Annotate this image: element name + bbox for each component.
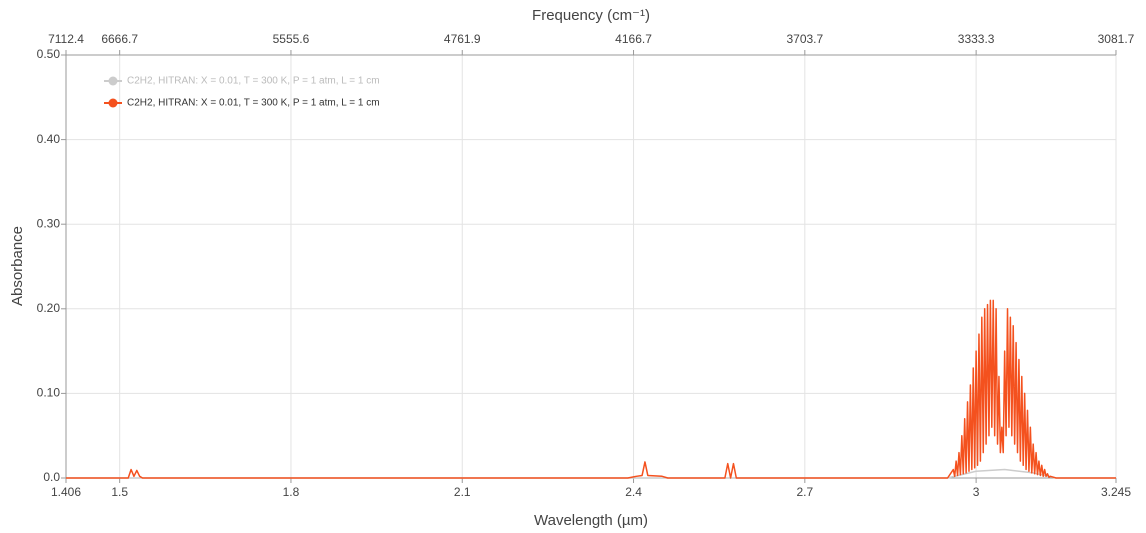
- series-line: [66, 299, 1116, 479]
- x2-tick-label: 6666.7: [101, 32, 138, 46]
- y-tick-label: 0.40: [37, 132, 61, 146]
- y-tick-label: 0.20: [37, 301, 61, 315]
- x-tick-label: 1.5: [111, 485, 128, 499]
- x2-tick-label: 5555.6: [273, 32, 310, 46]
- y-tick-label: 0.0: [43, 470, 60, 484]
- x2-tick-label: 4761.9: [444, 32, 481, 46]
- legend-marker: [108, 98, 118, 108]
- x2-tick-label: 3333.3: [958, 32, 995, 46]
- x-tick-label: 2.7: [796, 485, 813, 499]
- x-tick-label: 2.1: [454, 485, 471, 499]
- x2-tick-label: 4166.7: [615, 32, 652, 46]
- legend-marker: [108, 76, 118, 86]
- legend-label: C2H2, HITRAN: X = 0.01, T = 300 K, P = 1…: [127, 76, 380, 87]
- x2-axis-title: Frequency (cm⁻¹): [532, 7, 650, 24]
- x-tick-label: 1.406: [51, 485, 81, 499]
- y-tick-label: 0.10: [37, 386, 61, 400]
- legend-label: C2H2, HITRAN: X = 0.01, T = 300 K, P = 1…: [127, 98, 380, 109]
- y-tick-label: 0.30: [37, 216, 61, 230]
- x2-tick-label: 3081.7: [1098, 32, 1135, 46]
- x-axis-title: Wavelength (µm): [534, 512, 648, 529]
- x-tick-label: 3: [973, 485, 980, 499]
- x-tick-label: 1.8: [283, 485, 300, 499]
- x2-tick-label: 3703.7: [786, 32, 823, 46]
- x2-tick-label: 7112.4: [48, 32, 84, 46]
- y-tick-label: 0.50: [37, 47, 61, 61]
- x-tick-label: 2.4: [625, 485, 642, 499]
- x-tick-label: 3.245: [1101, 485, 1131, 499]
- y-axis-title: Absorbance: [9, 226, 26, 306]
